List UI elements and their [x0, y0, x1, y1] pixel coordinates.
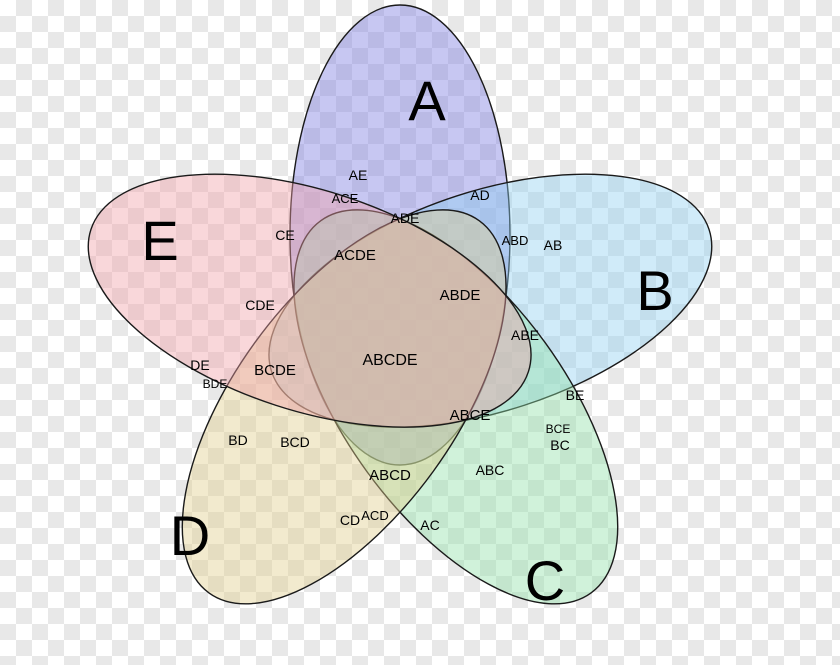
region-label: AE	[349, 167, 368, 183]
region-label: ABDE	[440, 287, 481, 304]
region-label: BE	[566, 387, 585, 403]
region-label: BC	[550, 437, 569, 453]
region-label: CE	[275, 227, 294, 243]
region-label: AD	[470, 187, 489, 203]
region-label: CD	[340, 512, 360, 528]
region-label: ACD	[361, 508, 388, 523]
region-label: AC	[420, 517, 439, 533]
region-label: BCDE	[254, 362, 296, 379]
region-label: ABCE	[450, 407, 491, 424]
set-label-c: C	[525, 549, 565, 612]
region-label: ADE	[391, 210, 420, 226]
region-label: ABE	[511, 327, 539, 343]
venn-sets	[57, 5, 743, 658]
region-label: BD	[228, 432, 247, 448]
region-label: DE	[190, 357, 209, 373]
canvas: ABCDEABCDEAEADABBEBCACCDBDDECEACEADEABDA…	[0, 0, 840, 665]
region-label: ACDE	[334, 247, 376, 264]
region-label: BCE	[546, 422, 571, 436]
venn-diagram: ABCDEABCDEAEADABBEBCACCDBDDECEACEADEABDA…	[0, 0, 840, 665]
set-label-a: A	[408, 69, 446, 132]
region-label: ABD	[502, 233, 529, 248]
region-label: CDE	[245, 297, 275, 313]
region-label: AB	[544, 237, 563, 253]
set-label-d: D	[170, 504, 210, 567]
region-label: BDE	[203, 377, 228, 391]
region-label: ACE	[332, 191, 359, 206]
region-label: BCD	[280, 434, 310, 450]
set-label-e: E	[141, 209, 178, 272]
region-label: ABCD	[369, 467, 411, 484]
region-label: ABC	[476, 462, 505, 478]
set-label-b: B	[636, 259, 673, 322]
region-label: ABCDE	[362, 352, 417, 369]
